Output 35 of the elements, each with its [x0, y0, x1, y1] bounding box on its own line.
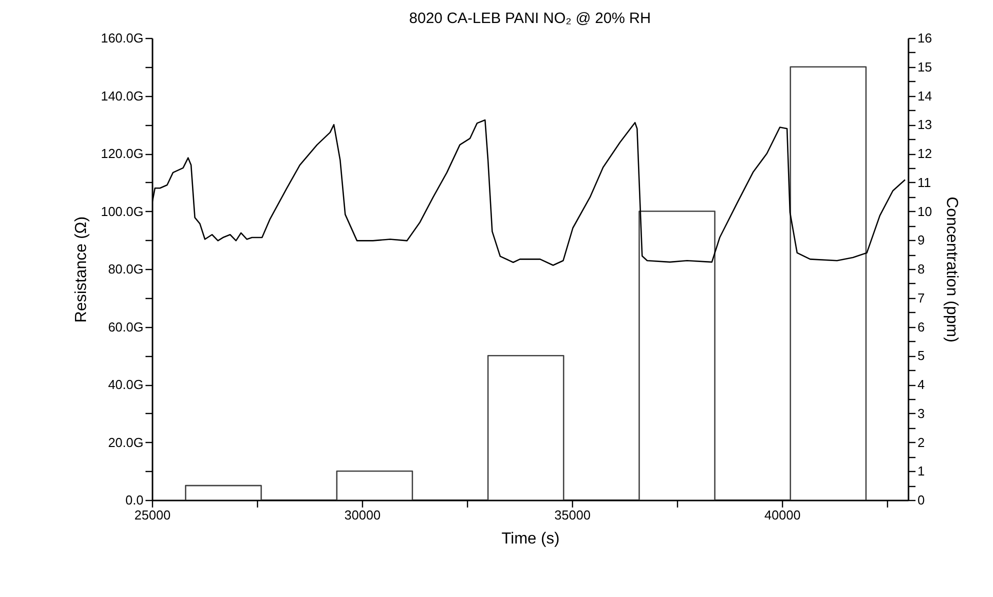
y2-tick-label: 7 — [918, 290, 925, 306]
y-tick-label: 80.0G — [108, 262, 144, 276]
y2-tick-label: 5 — [918, 348, 925, 364]
y2-tick-label: 9 — [918, 232, 925, 248]
y2-tick-label: 14 — [918, 88, 932, 104]
y2-tick-label: 13 — [918, 117, 932, 132]
y2-tick-label: 15 — [918, 59, 932, 74]
y2-tick-label: 3 — [918, 406, 925, 421]
y-tick-label: 0.0 — [125, 492, 144, 508]
x-tick-label: 35000 — [554, 508, 591, 522]
y2-tick-label: 8 — [918, 262, 925, 276]
y2-tick-label: 2 — [918, 434, 925, 450]
y2-tick-label: 6 — [918, 319, 925, 334]
x-tick-label: 30000 — [344, 508, 381, 522]
y2-tick-label: 1 — [918, 464, 925, 479]
y-tick-label: 120.0G — [100, 146, 144, 161]
y2-tick-label: 0 — [918, 492, 925, 508]
y2-tick-label: 4 — [918, 377, 925, 392]
y-tick-label: 60.0G — [108, 319, 144, 334]
y-tick-label: 100.0G — [100, 204, 144, 219]
y2-tick-label: 11 — [918, 174, 931, 190]
y-tick-label: 40.0G — [108, 377, 144, 392]
y-tick-label: 160.0G — [100, 30, 144, 46]
y2-axis-title: Concentration (ppm) — [942, 196, 960, 342]
x-tick-label: 25000 — [134, 508, 171, 522]
y2-tick-label: 16 — [918, 30, 932, 46]
y-tick-label: 140.0G — [100, 88, 144, 104]
y-tick-label: 20.0G — [108, 434, 144, 450]
y2-tick-label: 10 — [918, 204, 932, 219]
y2-tick-label: 12 — [918, 146, 932, 161]
chart-title: 8020 CA-LEB PANI NO₂ @ 20% RH — [409, 10, 651, 27]
x-tick-label: 40000 — [764, 508, 801, 522]
line-series — [184, 66, 867, 500]
x-axis-title: Time (s) — [501, 530, 560, 548]
y-axis-title: Resistance (Ω) — [72, 216, 90, 323]
